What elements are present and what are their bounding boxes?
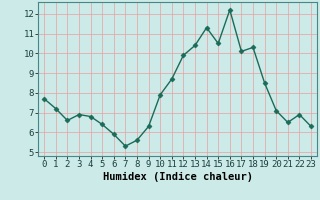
X-axis label: Humidex (Indice chaleur): Humidex (Indice chaleur) [103, 172, 252, 182]
